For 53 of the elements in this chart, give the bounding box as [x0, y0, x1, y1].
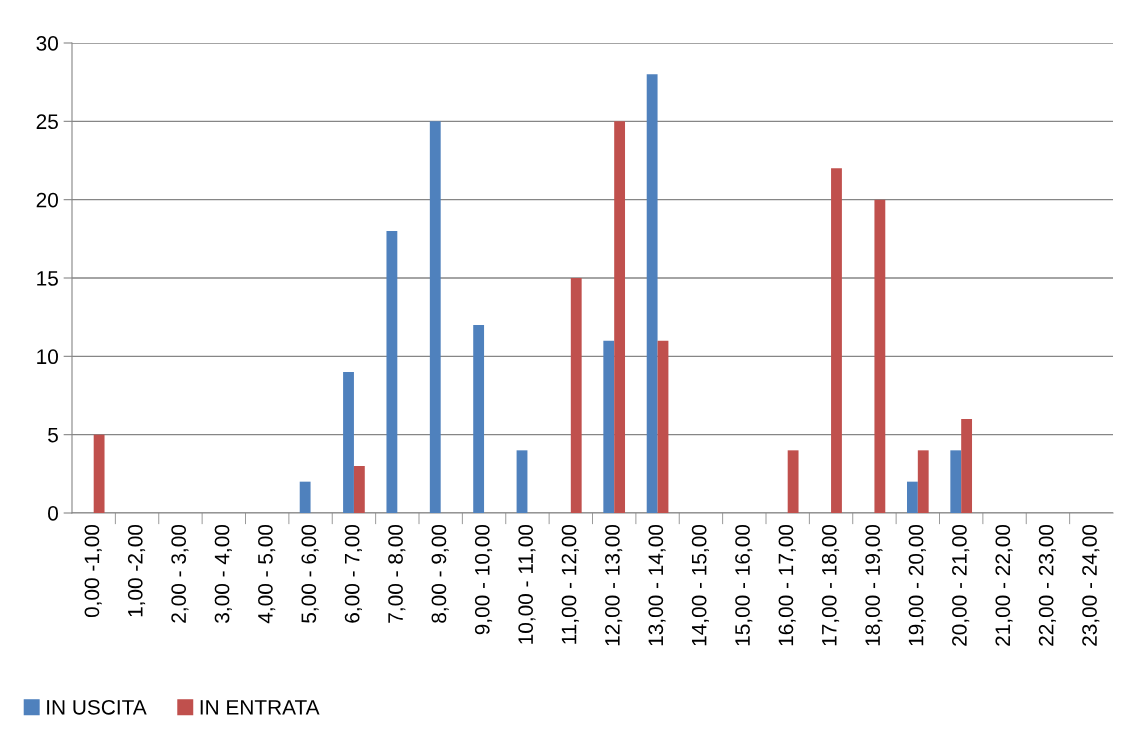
x-tick-label: 3,00 - 4,00 — [214, 524, 232, 623]
x-tick-label: 16,00 - 17,00 — [778, 524, 796, 646]
bar — [950, 450, 962, 513]
bar — [93, 434, 105, 513]
x-tick-label: 17,00 - 18,00 — [821, 524, 840, 646]
bar — [874, 199, 886, 513]
bar — [906, 481, 918, 513]
bar — [386, 231, 398, 513]
bar — [473, 325, 485, 513]
x-tick-label: 1,00 -2,00 — [127, 524, 146, 617]
y-tick-label: 0 — [48, 506, 58, 521]
y-tick-label: 30 — [36, 36, 58, 51]
bar — [429, 121, 441, 513]
legend-label: IN USCITA — [47, 699, 147, 715]
x-tick-label: 11,00 - 12,00 — [561, 524, 579, 644]
x-tick-label: 2,00 - 3,00 — [171, 524, 189, 623]
x-tick-label: 9,00 - 10,00 — [474, 524, 493, 635]
bar — [516, 450, 528, 513]
y-tick-label: 25 — [36, 114, 58, 130]
bar — [299, 481, 311, 513]
bar — [614, 121, 626, 513]
bar — [353, 466, 365, 513]
x-tick-label: 12,00 - 13,00 — [605, 524, 623, 646]
x-tick-label: 18,00 - 19,00 — [865, 524, 883, 646]
bar — [646, 74, 658, 513]
x-tick-label: 22,00 - 23,00 — [1038, 524, 1056, 646]
x-tick-label: 13,00 - 14,00 — [648, 524, 666, 646]
x-tick-label: 4,00 - 5,00 — [258, 524, 276, 624]
x-tick-label: 21,00 - 22,00 — [995, 524, 1013, 646]
x-tick-label: 14,00 - 15,00 — [691, 524, 709, 646]
x-tick-label: 20,00 - 21,00 — [952, 524, 970, 646]
y-tick-label: 5 — [48, 427, 58, 443]
x-tick-label: 6,00 - 7,00 — [344, 524, 362, 623]
x-tick-label: 7,00 - 8,00 — [388, 524, 406, 623]
x-tick-label: 10,00 - 11,00 — [518, 524, 536, 644]
y-tick-label: 15 — [37, 271, 58, 286]
bar — [570, 278, 582, 513]
bar — [343, 372, 354, 513]
x-tick-label: 8,00 - 9,00 — [431, 524, 449, 623]
legend-label: IN ENTRATA — [200, 700, 320, 715]
bar — [657, 340, 669, 513]
y-tick-label: 20 — [36, 192, 58, 208]
bar — [603, 340, 615, 513]
bar — [961, 419, 973, 513]
bar — [917, 450, 929, 513]
x-tick-label: 19,00 - 20,00 — [908, 524, 926, 646]
x-tick-label: 5,00 - 6,00 — [301, 524, 319, 623]
x-tick-label: 0,00 -1,00 — [84, 524, 102, 618]
bar — [831, 168, 842, 513]
y-tick-label: 10 — [37, 349, 58, 365]
bar — [787, 450, 799, 513]
x-tick-label: 15,00 - 16,00 — [735, 524, 753, 646]
x-tick-label: 23,00 - 24,00 — [1082, 524, 1100, 646]
